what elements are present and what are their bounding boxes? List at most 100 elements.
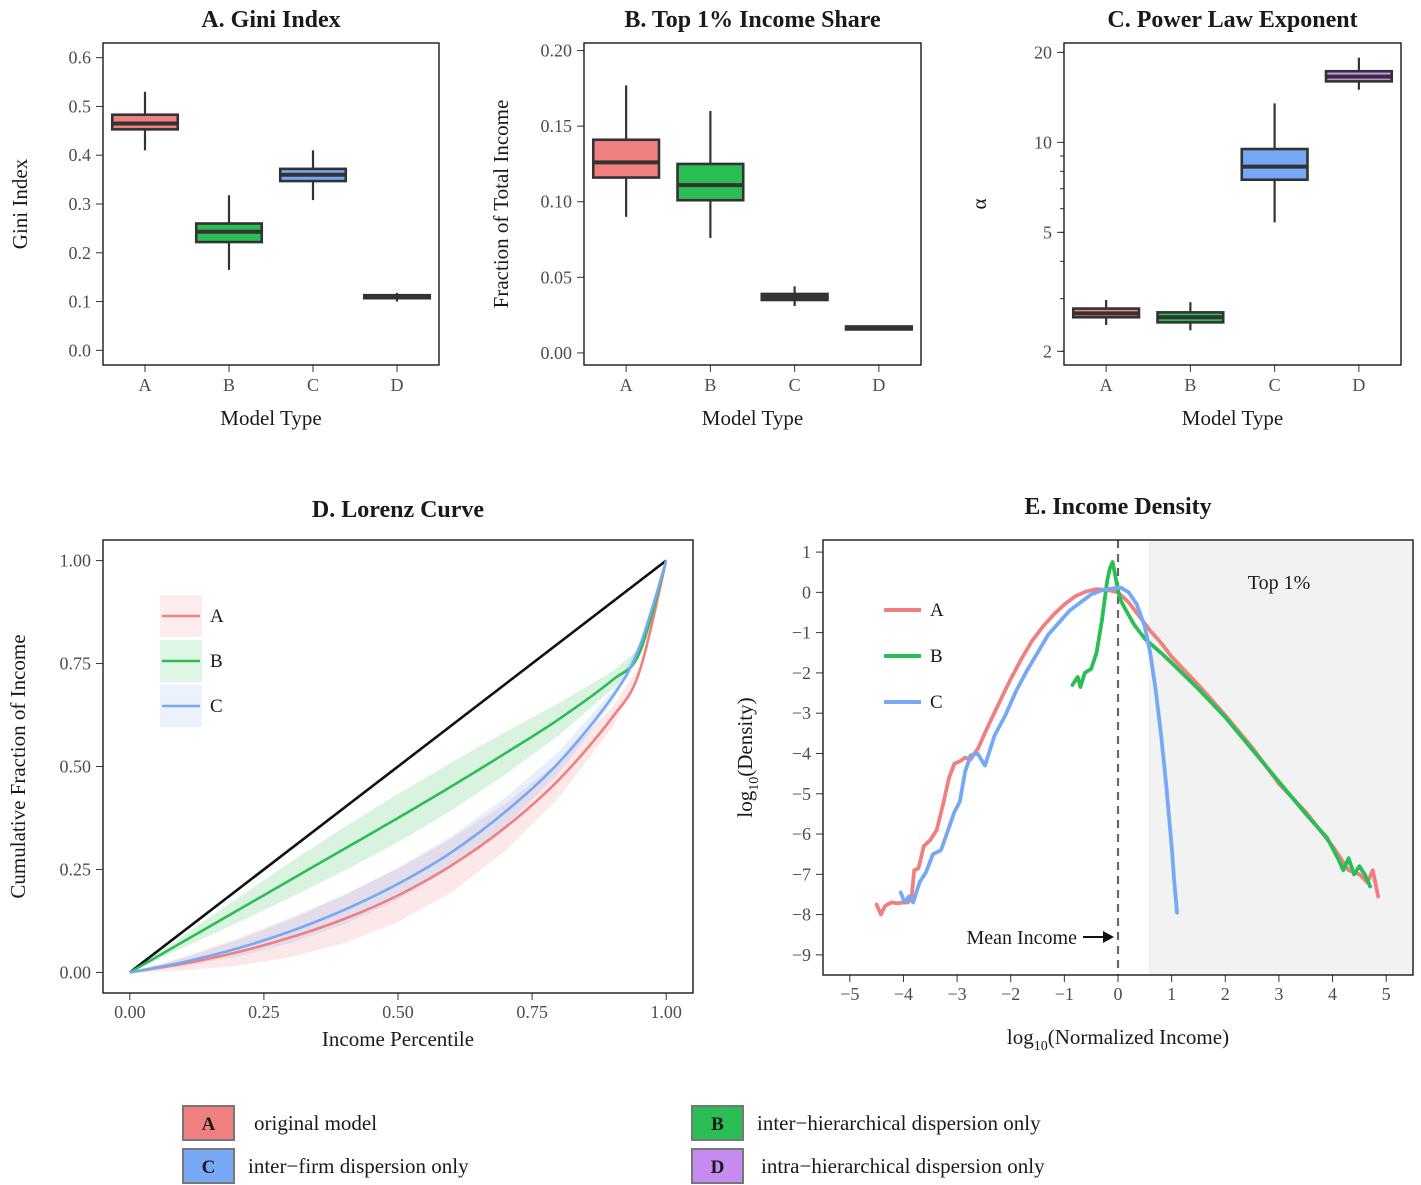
density-line-b [1070,560,1372,889]
x-tick-label: −5 [840,984,859,1004]
mean-income-label: Mean Income [966,927,1077,949]
iqr-box [676,162,745,202]
legend-swatch-label: D [711,1157,725,1178]
y-tick-label: 5 [1043,222,1052,242]
y-tick-label: 0.1 [69,292,92,312]
mean-arrow-head [1103,931,1114,943]
panel-d: D. Lorenz Curve 0.00 0.25 0.50 0.75 1.00 0.00 0… [6,497,694,1051]
y-tick-label: −7 [792,864,811,884]
legend-swatch-label: C [202,1157,216,1178]
x-tick-label: −1 [1055,984,1074,1004]
legend-label: C [210,696,223,717]
legend-swatch-label: B [711,1114,724,1135]
legend-description: intra−hierarchical dispersion only [761,1154,1045,1178]
x-tick-label: 0.50 [382,1002,414,1022]
x-tick-label: 3 [1274,984,1283,1004]
x-tick-label: 0.75 [516,1002,548,1022]
y-axis-label-main: log [733,790,757,817]
y-axis-label: α [967,198,991,209]
x-tick-label: C [1269,375,1281,395]
equality-line [129,559,667,974]
y-tick-label: −3 [792,703,811,723]
y-tick-label: −8 [792,905,811,925]
x-axis-label: Model Type [702,406,803,430]
y-tick-label: 0.05 [541,267,573,287]
legend-swatch [182,1105,235,1141]
plot-frame [583,42,922,366]
x-tick-label: A [620,375,633,395]
y-axis-label: log10(Density) [733,697,762,817]
panel-e: E. Income Density Top 1% Mean Income −5 −4 −3… [733,494,1414,1054]
plot-frame [102,539,694,994]
x-tick-label: C [307,375,319,395]
x-tick-label: D [1352,375,1365,395]
legend-description: original model [254,1111,377,1135]
y-tick-label: 20 [1034,42,1052,62]
panel-c: C. Power Law Exponent 2 5 10 20 A B C D Model Typ… [967,7,1402,430]
confidence-band-a [129,560,667,973]
panel-title: E. Income Density [1024,494,1211,520]
y-tick-label: 0.75 [60,654,92,674]
legend-label: A [210,606,224,627]
panel-title: B. Top 1% Income Share [624,7,881,33]
plot-frame [822,539,1414,976]
x-tick-label: A [139,375,152,395]
y-tick-label: 0.00 [541,343,573,363]
box-a [1071,299,1141,325]
x-tick-label: 1 [1167,984,1176,1004]
y-tick-label: 0.5 [69,96,92,116]
top-1pct-label: Top 1% [1248,572,1310,594]
y-tick-label: 0.6 [69,48,92,68]
x-tick-label: C [789,375,801,395]
x-tick-label: B [1184,375,1196,395]
y-tick-label: −6 [792,824,811,844]
x-tick-label: −4 [894,984,913,1004]
y-axis-label: Fraction of Total Income [489,100,513,309]
legend-description: inter−hierarchical dispersion only [757,1111,1041,1135]
x-tick-label: 5 [1382,984,1391,1004]
x-axis-label-rest: (Normalized Income) [1048,1025,1229,1049]
y-tick-label: 0 [802,582,811,602]
panel-title: C. Power Law Exponent [1107,7,1357,33]
x-axis-label: Model Type [220,406,321,430]
panel-title: D. Lorenz Curve [312,497,485,523]
y-tick-label: 0.4 [69,145,92,165]
y-tick-label: 1.00 [60,551,92,571]
x-tick-label: A [1100,375,1113,395]
box-c [1240,103,1309,223]
panel-title: A. Gini Index [201,7,340,33]
legend-swatch-label: A [202,1114,216,1135]
box-b [676,111,745,239]
x-tick-label: 0 [1114,984,1123,1004]
x-tick-label: 0.00 [114,1002,146,1022]
box-c [760,286,829,307]
panel-a: A. Gini Index 0.0 0.1 0.2 0.3 0.4 0.5 0.6 A B C D Mo… [8,7,440,430]
panel-b: B. Top 1% Income Share 0.00 0.05 0.10 0.15 0.… [489,7,922,430]
y-tick-label: −5 [792,784,811,804]
y-axis-label: Gini Index [8,158,32,249]
box-a [591,85,661,217]
x-tick-label: −3 [948,984,967,1004]
y-tick-label: 0.50 [60,757,92,777]
y-tick-label: 10 [1034,132,1052,152]
legend-label: B [930,646,943,667]
y-axis-label-rest: (Density) [733,697,757,776]
box-a [110,91,180,151]
y-tick-label: 0.3 [69,194,92,214]
y-tick-label: −4 [792,743,811,763]
legend: A B C [160,595,224,727]
top-1pct-region [1148,540,1413,975]
x-axis-label: log10(Normalized Income) [1007,1025,1229,1054]
plot-frame [102,42,440,366]
x-tick-label: B [223,375,235,395]
box-b [1156,302,1225,331]
y-tick-label: 0.10 [541,192,573,212]
y-tick-label: 0.00 [60,962,92,982]
x-tick-label: 2 [1221,984,1230,1004]
y-tick-label: 0.0 [69,340,92,360]
iqr-box [591,138,661,179]
y-tick-label: −9 [792,945,811,965]
